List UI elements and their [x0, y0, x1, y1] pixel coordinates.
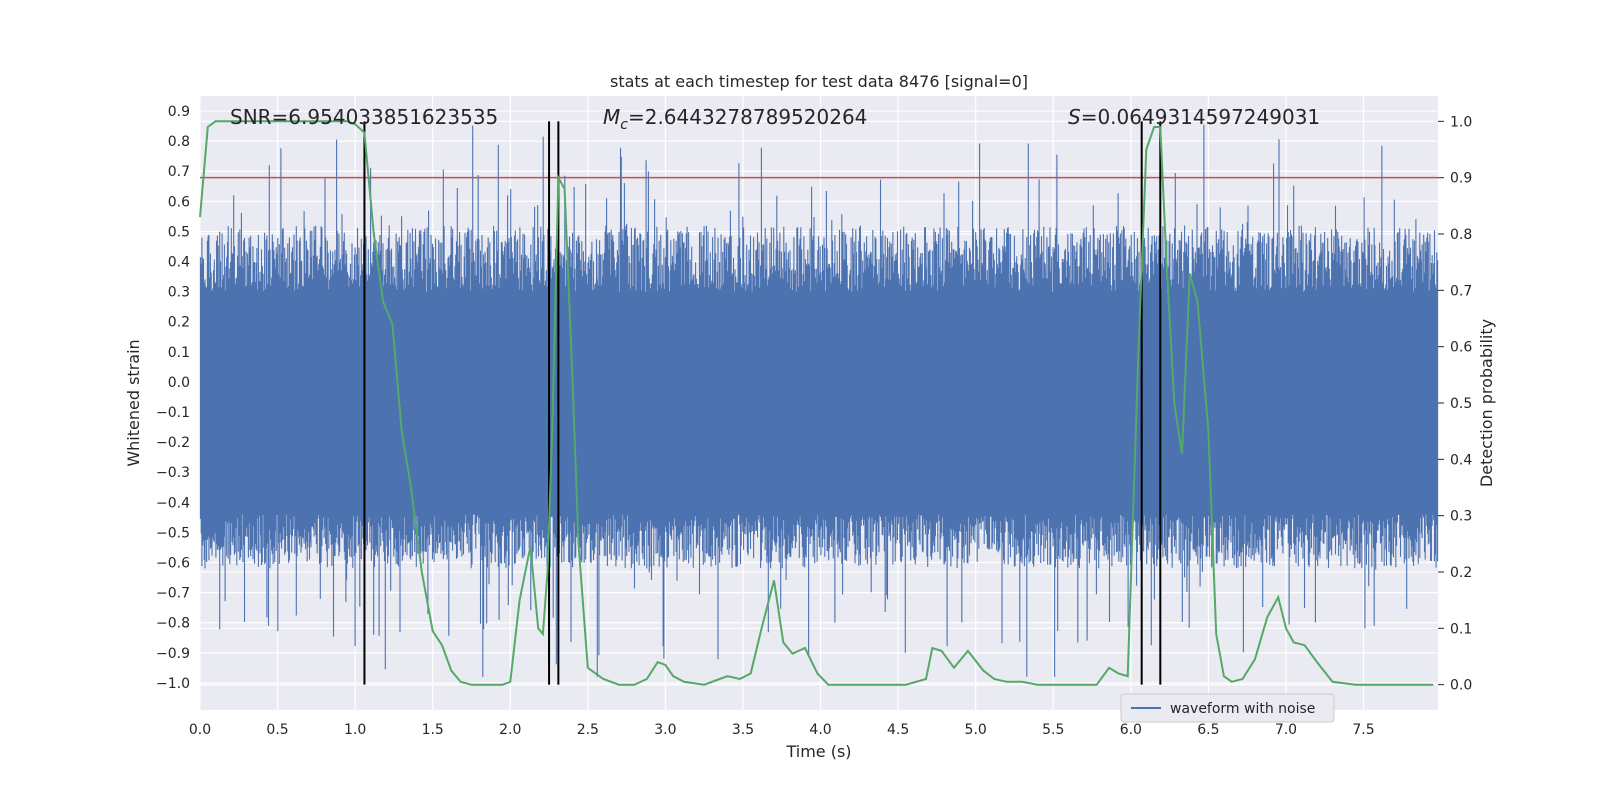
y2-tick-label: 0.8 — [1450, 227, 1472, 243]
chirp-mass-annotation: Mc=2.6443278789520264 — [603, 105, 867, 133]
s-annotation: S=0.0649314597249031 — [1068, 105, 1320, 129]
y2-tick-label: 0.1 — [1450, 621, 1472, 637]
x-axis-label: Time (s) — [785, 742, 851, 761]
x-axis-ticks: 0.0 0.5 1.0 1.5 2.0 2.5 3.0 3.5 4.0 4.5 5.0 5.5 6.0 6… — [189, 722, 1375, 738]
y-tick-label: 0.9 — [168, 104, 190, 120]
x-tick-label: 1.5 — [422, 722, 444, 738]
x-tick-label: 7.0 — [1275, 722, 1297, 738]
legend: waveform with noise — [1120, 693, 1335, 723]
y-tick-label: 0.4 — [168, 255, 190, 271]
x-tick-label: 7.5 — [1352, 722, 1374, 738]
y2-tick-label: 0.9 — [1450, 171, 1472, 187]
y2-tick-label: 0.5 — [1450, 396, 1472, 412]
y-tick-label: −0.3 — [156, 465, 190, 481]
x-tick-label: 3.5 — [732, 722, 754, 738]
y-tick-label: −0.2 — [156, 435, 190, 451]
waveform-series — [199, 124, 1439, 677]
y-tick-label: 0.7 — [168, 164, 190, 180]
y-tick-label: −0.7 — [156, 586, 190, 602]
y-tick-label: −0.5 — [156, 525, 190, 541]
y2-axis-ticks: 1.0 0.9 0.8 0.7 0.6 0.5 0.4 0.3 0.2 0.1 0.0 — [1438, 114, 1472, 694]
y2-tick-label: 0.2 — [1450, 565, 1472, 581]
chirp-mass-symbol: M — [603, 105, 620, 129]
x-tick-label: 6.0 — [1120, 722, 1142, 738]
y-tick-label: 0.5 — [168, 224, 190, 240]
y2-tick-label: 0.6 — [1450, 340, 1472, 356]
y-tick-label: 0.0 — [168, 375, 190, 391]
probability-line — [199, 120, 1434, 686]
x-tick-label: 0.5 — [266, 722, 288, 738]
y2-tick-label: 0.7 — [1450, 283, 1472, 299]
waveform-dense-band — [200, 291, 1438, 515]
probability-series — [199, 120, 1434, 686]
y-axis-ticks: 0.9 0.8 0.7 0.6 0.5 0.4 0.3 0.2 0.1 0.0 −0.1 −0.2 −0… — [156, 104, 190, 692]
y2-axis-label: Detection probability — [1477, 319, 1496, 487]
x-tick-label: 3.0 — [654, 722, 676, 738]
y-tick-label: 0.2 — [168, 315, 190, 331]
x-tick-label: 2.0 — [499, 722, 521, 738]
s-value: =0.0649314597249031 — [1081, 105, 1320, 129]
y-tick-label: 0.8 — [168, 134, 190, 150]
y-tick-label: −0.6 — [156, 556, 190, 572]
y-tick-label: −0.8 — [156, 616, 190, 632]
y2-tick-label: 0.4 — [1450, 452, 1472, 468]
x-tick-label: 0.0 — [189, 722, 211, 738]
chirp-mass-subscript: c — [620, 117, 628, 133]
x-tick-label: 2.5 — [577, 722, 599, 738]
y2-tick-label: 0.3 — [1450, 509, 1472, 525]
y-tick-label: 0.6 — [168, 194, 190, 210]
x-tick-label: 4.5 — [887, 722, 909, 738]
y-tick-label: −0.9 — [156, 646, 190, 662]
x-tick-label: 6.5 — [1197, 722, 1219, 738]
y2-tick-label: 1.0 — [1450, 114, 1472, 130]
snr-annotation: SNR=6.954033851623535 — [230, 105, 498, 129]
x-tick-label: 4.0 — [809, 722, 831, 738]
x-tick-label: 5.0 — [965, 722, 987, 738]
chirp-mass-value: =2.6443278789520264 — [628, 105, 867, 129]
y-tick-label: −1.0 — [156, 676, 190, 692]
y-axis-label: Whitened strain — [124, 339, 143, 466]
y-tick-label: 0.1 — [168, 345, 190, 361]
s-symbol: S — [1068, 105, 1081, 129]
legend-label-waveform: waveform with noise — [1170, 701, 1315, 717]
legend-box — [1120, 693, 1335, 723]
y2-tick-label: 0.0 — [1450, 678, 1472, 694]
x-tick-label: 1.0 — [344, 722, 366, 738]
y-tick-label: −0.4 — [156, 495, 190, 511]
chart-title: stats at each timestep for test data 847… — [610, 72, 1028, 91]
x-tick-label: 5.5 — [1042, 722, 1064, 738]
y-tick-label: 0.3 — [168, 285, 190, 301]
y-tick-label: −0.1 — [156, 405, 190, 421]
